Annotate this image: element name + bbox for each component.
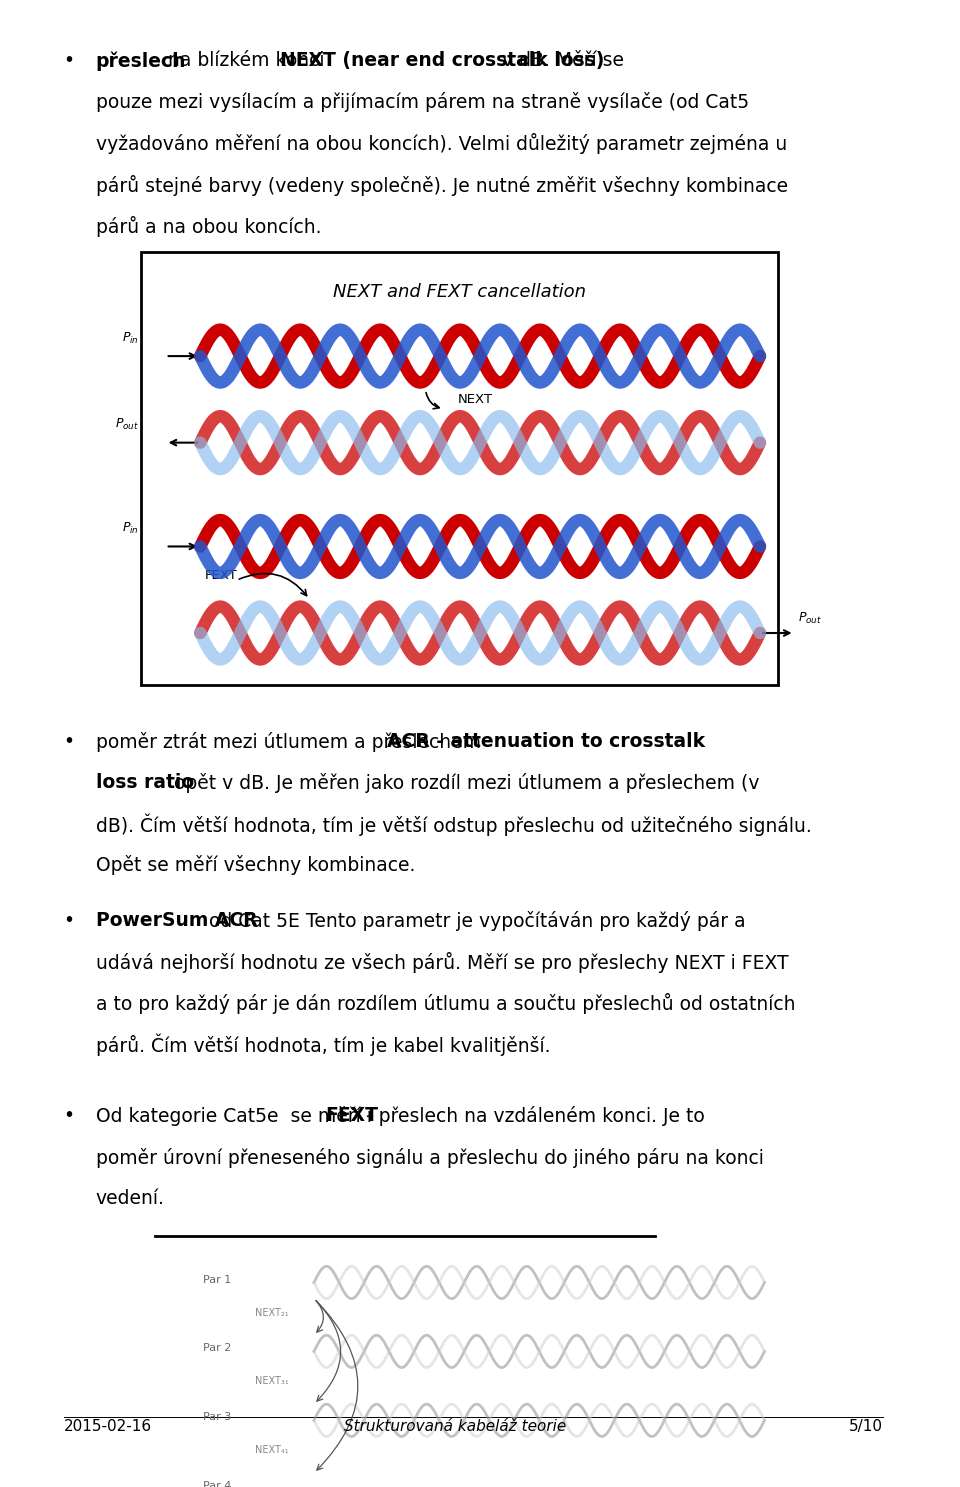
Text: •: • xyxy=(63,732,75,751)
Text: 5/10: 5/10 xyxy=(849,1420,883,1435)
Text: $P_{in}$: $P_{in}$ xyxy=(122,520,139,537)
Text: od Cat 5E Tento parametr je vypočítáván pro každý pár a: od Cat 5E Tento parametr je vypočítáván … xyxy=(203,912,746,931)
Text: NEXT₃₁: NEXT₃₁ xyxy=(254,1377,289,1386)
Text: pouze mezi vysílacím a přijímacím párem na straně vysílače (od Cat5: pouze mezi vysílacím a přijímacím párem … xyxy=(96,92,749,113)
Text: Par 2: Par 2 xyxy=(203,1343,231,1353)
Text: $P_{in}$: $P_{in}$ xyxy=(122,330,139,346)
Text: párů. Čím větší hodnota, tím je kabel kvalitjěnší.: párů. Čím větší hodnota, tím je kabel kv… xyxy=(96,1033,550,1056)
Text: opět v dB. Je měřen jako rozdíl mezi útlumem a přeslechem (v: opět v dB. Je měřen jako rozdíl mezi útl… xyxy=(168,773,760,793)
Text: Od kategorie Cat5e  se měří i: Od kategorie Cat5e se měří i xyxy=(96,1106,377,1127)
Text: přeslech: přeslech xyxy=(96,52,186,71)
Text: poměr úrovní přeneseného signálu a přeslechu do jiného páru na konci: poměr úrovní přeneseného signálu a přesl… xyxy=(96,1148,763,1167)
Text: vyžadováno měření na obou koncích). Velmi důležitý parametr zejména u: vyžadováno měření na obou koncích). Velm… xyxy=(96,134,787,155)
Text: na blízkém konci: na blízkém konci xyxy=(162,52,330,70)
Text: Par 4: Par 4 xyxy=(203,1481,231,1487)
Text: poměr ztrát mezi útlumem a přeslechem: poměr ztrát mezi útlumem a přeslechem xyxy=(96,732,487,752)
Text: párů stejné barvy (vedeny společně). Je nutné změřit všechny kombinace: párů stejné barvy (vedeny společně). Je … xyxy=(96,174,788,195)
Text: NEXT and FEXT cancellation: NEXT and FEXT cancellation xyxy=(333,283,587,300)
Text: Opět se měří všechny kombinace.: Opět se měří všechny kombinace. xyxy=(96,855,415,874)
Text: FEXT: FEXT xyxy=(324,1106,378,1126)
Text: v dB. Měří se: v dB. Měří se xyxy=(496,52,624,70)
Text: NEXT (near end crosstalk loss): NEXT (near end crosstalk loss) xyxy=(280,52,605,70)
Text: NEXT: NEXT xyxy=(457,393,492,406)
Text: •: • xyxy=(63,52,75,70)
Text: NEXT₄₁: NEXT₄₁ xyxy=(254,1445,288,1456)
Text: vedení.: vedení. xyxy=(96,1188,164,1207)
Text: párů a na obou koncích.: párů a na obou koncích. xyxy=(96,216,321,236)
Text: ACR - attenuation to crosstalk: ACR - attenuation to crosstalk xyxy=(387,732,705,751)
Text: $P_{out}$: $P_{out}$ xyxy=(115,418,139,433)
Bar xyxy=(141,253,779,686)
Text: •: • xyxy=(63,912,75,929)
Text: dB). Čím větší hodnota, tím je větší odstup přeslechu od užitečného signálu.: dB). Čím větší hodnota, tím je větší ods… xyxy=(96,813,811,837)
Text: a to pro každý pár je dán rozdílem útlumu a součtu přeslechů od ostatních: a to pro každý pár je dán rozdílem útlum… xyxy=(96,993,795,1014)
Text: udává nejhorší hodnotu ze všech párů. Měří se pro přeslechy NEXT i FEXT: udává nejhorší hodnotu ze všech párů. Mě… xyxy=(96,952,788,972)
Text: $P_{out}$: $P_{out}$ xyxy=(798,611,823,626)
Text: FEXT: FEXT xyxy=(204,568,237,581)
Text: Par 1: Par 1 xyxy=(203,1274,231,1285)
Text: 2015-02-16: 2015-02-16 xyxy=(63,1420,152,1435)
Text: loss ratio: loss ratio xyxy=(96,773,194,793)
Text: •: • xyxy=(63,1106,75,1126)
Text: - přeslech na vzdáleném konci. Je to: - přeslech na vzdáleném konci. Je to xyxy=(359,1106,705,1127)
Text: Strukturovaná kabeláž teorie: Strukturovaná kabeláž teorie xyxy=(344,1420,566,1435)
Text: PowerSum ACR: PowerSum ACR xyxy=(96,912,257,929)
Text: NEXT₂₁: NEXT₂₁ xyxy=(254,1307,288,1317)
Text: Par 3: Par 3 xyxy=(203,1413,231,1423)
